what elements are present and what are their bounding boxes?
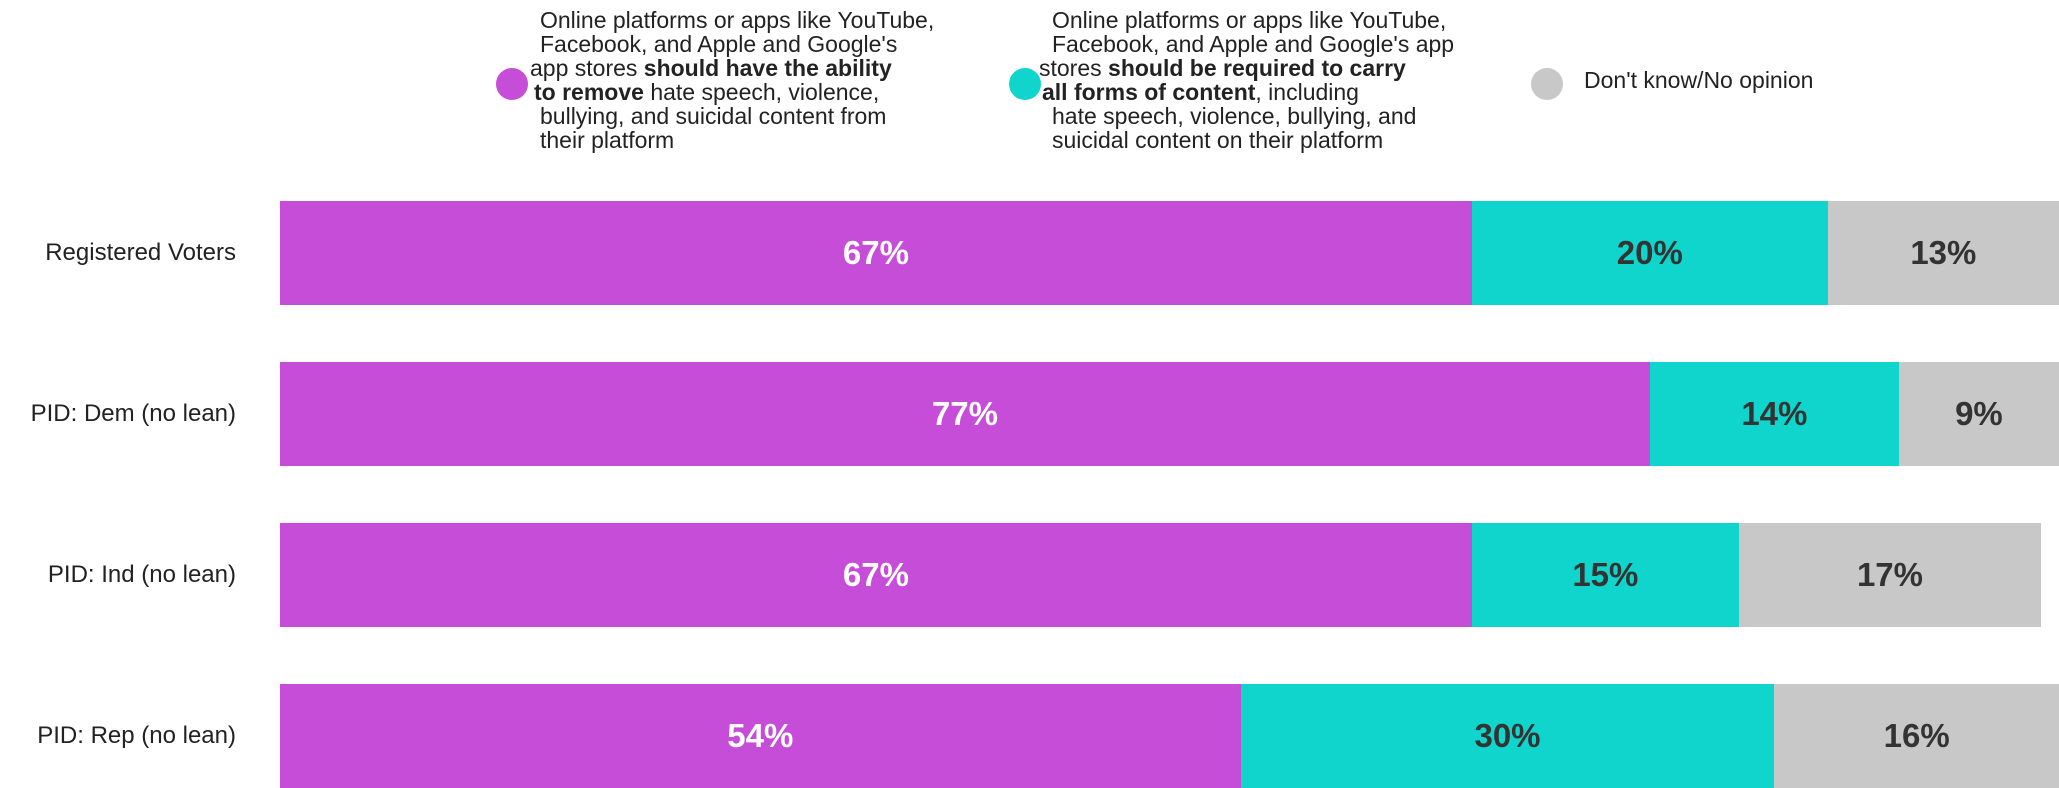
legend-line: Online platforms or apps like YouTube, (1052, 7, 1447, 33)
bar-segment-carry: 20% (1471, 201, 1828, 305)
legend-line: Don't know/No opinion (1584, 67, 1814, 93)
data-label: 9% (1955, 395, 2003, 432)
legend-line: to remove hate speech, violence, (534, 79, 880, 105)
bar-segment-carry: 30% (1240, 684, 1775, 788)
bar-segment-carry: 14% (1649, 362, 1899, 466)
legend-line: app stores should have the ability (530, 55, 892, 81)
bar-segment-remove: 77% (280, 362, 1650, 466)
row-label: PID: Rep (no lean) (37, 722, 236, 749)
legend-marker-carry (1009, 68, 1041, 100)
legend-label-remove: Online platforms or apps like YouTube, Fa… (530, 7, 935, 153)
bar-segment-dk: 17% (1738, 523, 2042, 627)
bar-segment-dk: 9% (1898, 362, 2059, 466)
data-label: 14% (1741, 395, 1808, 432)
data-label: 15% (1572, 556, 1639, 593)
legend-line: Facebook, and Apple and Google's (540, 31, 898, 57)
legend-marker-remove (496, 68, 528, 100)
legend-line: suicidal content on their platform (1052, 127, 1384, 153)
legend-line: stores should be required to carry (1039, 55, 1406, 81)
data-label: 77% (931, 395, 998, 432)
legend-line: all forms of content, including (1042, 79, 1359, 105)
row-label: PID: Ind (no lean) (47, 561, 236, 588)
legend-marker-dk (1531, 68, 1563, 100)
data-label: 13% (1910, 234, 1977, 271)
data-label: 16% (1883, 717, 1950, 754)
data-label: 30% (1474, 717, 1541, 754)
legend-line: hate speech, violence, bullying, and (1052, 103, 1417, 129)
data-label: 17% (1856, 556, 1923, 593)
bar-segment-dk: 16% (1774, 684, 2059, 788)
bar-segment-remove: 67% (280, 523, 1472, 627)
data-label: 67% (842, 234, 909, 271)
legend-line: bullying, and suicidal content from (540, 103, 887, 129)
row-label: Registered Voters (45, 239, 236, 266)
bar-segment-carry: 15% (1471, 523, 1739, 627)
legend-line: Facebook, and Apple and Google's app (1052, 31, 1455, 57)
legend-label-dk: Don't know/No opinion (1584, 68, 1813, 92)
row-label: PID: Dem (no lean) (30, 400, 236, 427)
chart-legend: Online platforms or apps like YouTube, Fa… (0, 0, 2059, 170)
bar-segment-remove: 67% (280, 201, 1472, 305)
data-label: 20% (1616, 234, 1683, 271)
data-label: 67% (842, 556, 909, 593)
bar-segment-dk: 13% (1827, 201, 2059, 305)
legend-line: their platform (540, 127, 675, 153)
bar-segment-remove: 54% (280, 684, 1241, 788)
legend-line: Online platforms or apps like YouTube, (540, 7, 935, 33)
legend-label-carry: Online platforms or apps like YouTube, Fa… (1039, 7, 1455, 153)
data-label: 54% (727, 717, 794, 754)
